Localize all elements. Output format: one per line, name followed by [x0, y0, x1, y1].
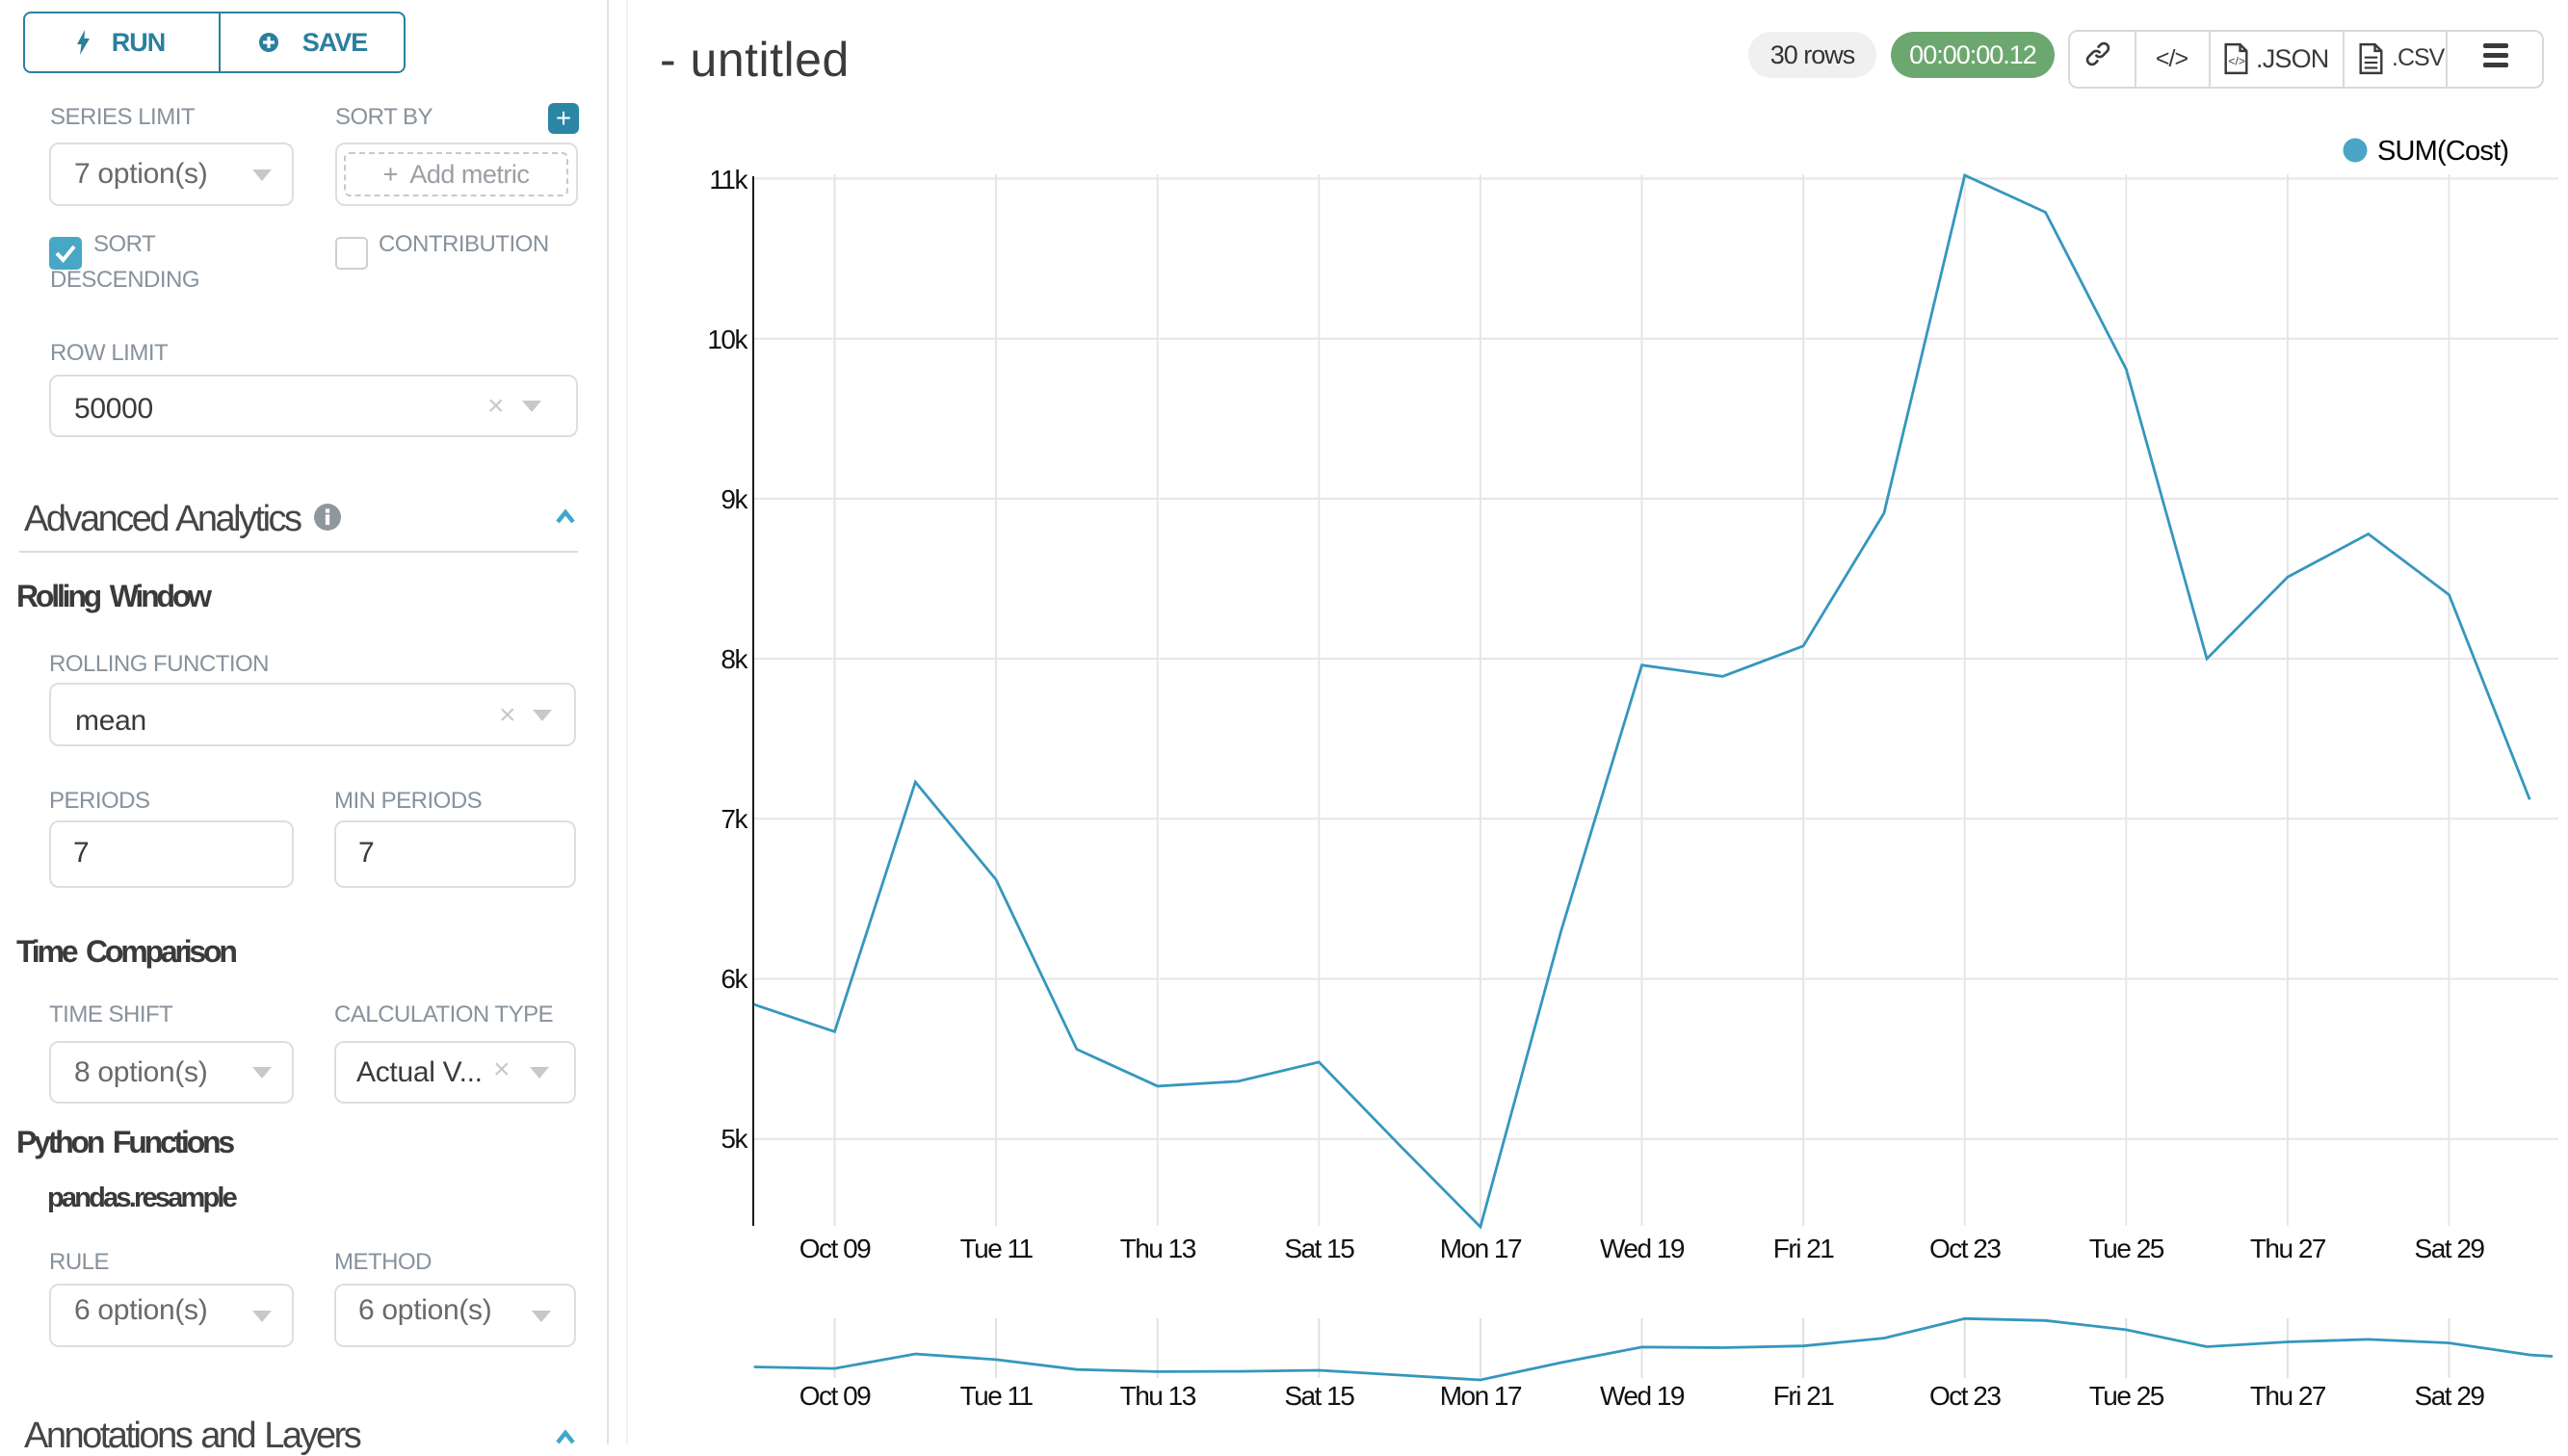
svg-text:Oct 23: Oct 23 — [1929, 1381, 2001, 1411]
svg-text:Thu 27: Thu 27 — [2250, 1234, 2326, 1263]
svg-text:8k: 8k — [721, 644, 748, 674]
svg-text:11k: 11k — [709, 165, 748, 195]
svg-text:</>: </> — [2228, 55, 2245, 68]
svg-text:Mon 17: Mon 17 — [1440, 1234, 1522, 1263]
svg-text:Tue 11: Tue 11 — [960, 1381, 1034, 1411]
svg-text:7k: 7k — [721, 804, 748, 834]
svg-text:Tue 11: Tue 11 — [960, 1234, 1034, 1263]
svg-text:Thu 13: Thu 13 — [1120, 1381, 1196, 1411]
svg-text:Tue 25: Tue 25 — [2089, 1234, 2164, 1263]
svg-text:Sat 29: Sat 29 — [2415, 1381, 2485, 1411]
svg-text:Tue 25: Tue 25 — [2089, 1381, 2164, 1411]
svg-text:5k: 5k — [721, 1124, 748, 1154]
svg-text:Fri 21: Fri 21 — [1773, 1381, 1835, 1411]
svg-text:Thu 27: Thu 27 — [2250, 1381, 2326, 1411]
svg-text:10k: 10k — [707, 325, 748, 354]
svg-text:Sat 15: Sat 15 — [1284, 1234, 1354, 1263]
svg-text:Fri 21: Fri 21 — [1773, 1234, 1835, 1263]
svg-text:Oct 09: Oct 09 — [799, 1381, 871, 1411]
svg-text:Oct 09: Oct 09 — [799, 1234, 871, 1263]
svg-text:SUM(Cost): SUM(Cost) — [2377, 136, 2508, 167]
svg-text:Sat 15: Sat 15 — [1284, 1381, 1354, 1411]
svg-text:Oct 23: Oct 23 — [1929, 1234, 2001, 1263]
svg-text:Thu 13: Thu 13 — [1120, 1234, 1196, 1263]
svg-text:6k: 6k — [721, 964, 748, 994]
svg-text:Sat 29: Sat 29 — [2415, 1234, 2485, 1263]
svg-text:9k: 9k — [721, 484, 748, 514]
svg-text:Wed 19: Wed 19 — [1600, 1381, 1685, 1411]
svg-text:Mon 17: Mon 17 — [1440, 1381, 1522, 1411]
svg-text:Wed 19: Wed 19 — [1600, 1234, 1685, 1263]
